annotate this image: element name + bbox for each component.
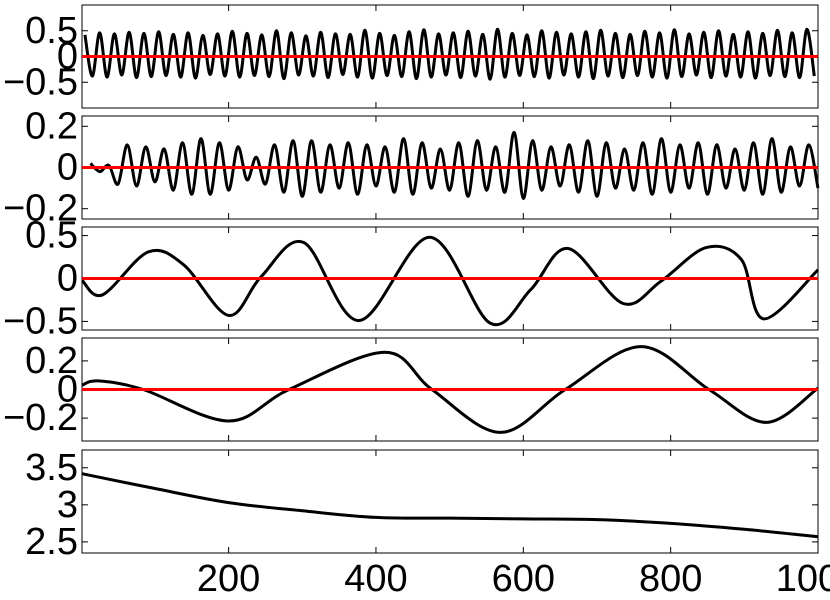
y-tick-label: 0	[57, 369, 78, 411]
y-tick-label: 0.5	[25, 10, 78, 52]
y-tick-label: 3	[57, 484, 78, 526]
x-tick-label: 400	[344, 558, 407, 600]
y-tick-label: 0	[57, 258, 78, 300]
x-tick-label: 800	[639, 558, 702, 600]
y-tick-label: 2.5	[25, 521, 78, 563]
data-line	[80, 235, 820, 327]
y-tick-label: 0	[57, 147, 78, 189]
plot-frame	[81, 449, 819, 554]
y-tick-label: 0.2	[25, 340, 78, 382]
y-tick-label: 0	[57, 36, 78, 78]
x-tick-label: 1000	[776, 558, 830, 600]
y-tick-label: 0.5	[25, 215, 78, 257]
y-tick-label: 3.5	[25, 447, 78, 489]
y-tick-label: 0.2	[25, 105, 78, 147]
data-line	[83, 27, 816, 81]
y-tick-label: −0.5	[3, 300, 78, 342]
y-tick-label: −0.5	[3, 61, 78, 103]
y-tick-label: −0.2	[3, 188, 78, 230]
y-tick-label: −0.2	[3, 397, 78, 439]
x-tick-label: 200	[197, 558, 260, 600]
x-tick-label: 600	[492, 558, 555, 600]
data-line	[81, 472, 819, 539]
data-line	[89, 130, 820, 200]
